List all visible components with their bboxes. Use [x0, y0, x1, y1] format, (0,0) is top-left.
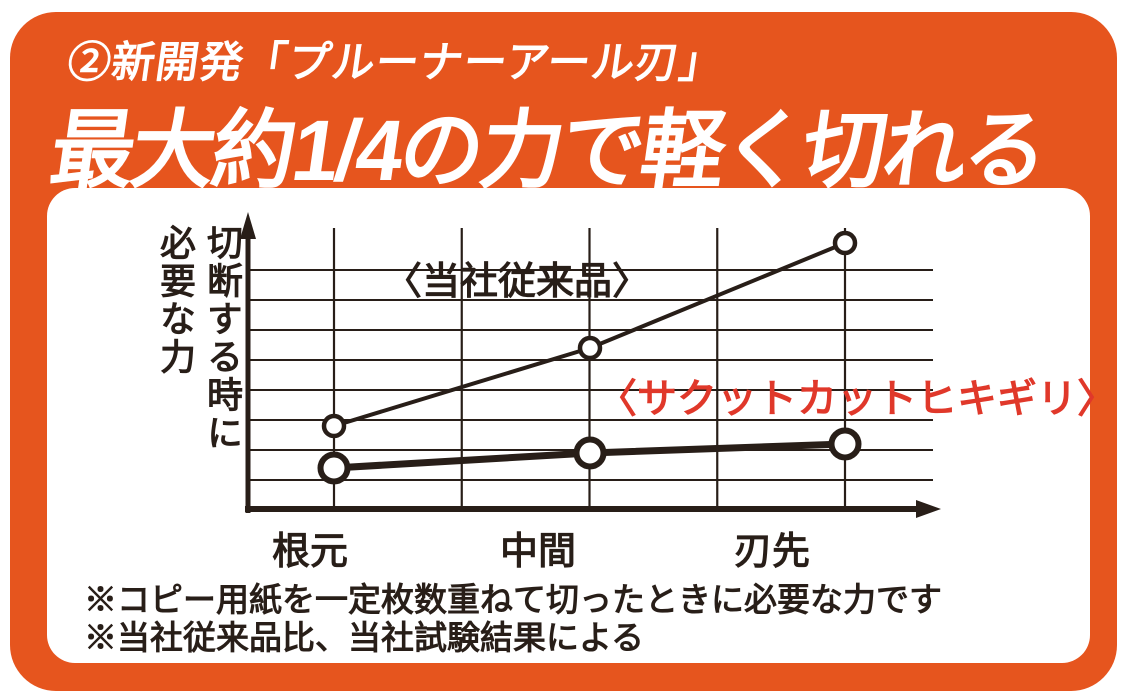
footnote-2: ※当社従来品比、当社試験結果による: [84, 619, 645, 656]
series-label-conventional: 〈当社従来品〉: [383, 261, 651, 303]
footnotes: ※コピー用紙を一定枚数重ねて切ったときに必要な力です ※当社従来品比、当社試験結…: [84, 581, 942, 657]
footnote-1: ※コピー用紙を一定枚数重ねて切ったときに必要な力です: [84, 581, 942, 618]
x-tick-tip: 刃先: [733, 531, 811, 573]
ad-headline: 最大約1/4の力で軽く切れる: [44, 103, 1052, 199]
y-axis-title: 切断する時に必要な力: [155, 224, 243, 452]
x-tick-middle: 中間: [499, 531, 577, 573]
x-tick-base: 根元: [271, 531, 349, 573]
series-label-sakutto-cut: 〈サクットカットヒキギリ〉: [597, 377, 1117, 421]
